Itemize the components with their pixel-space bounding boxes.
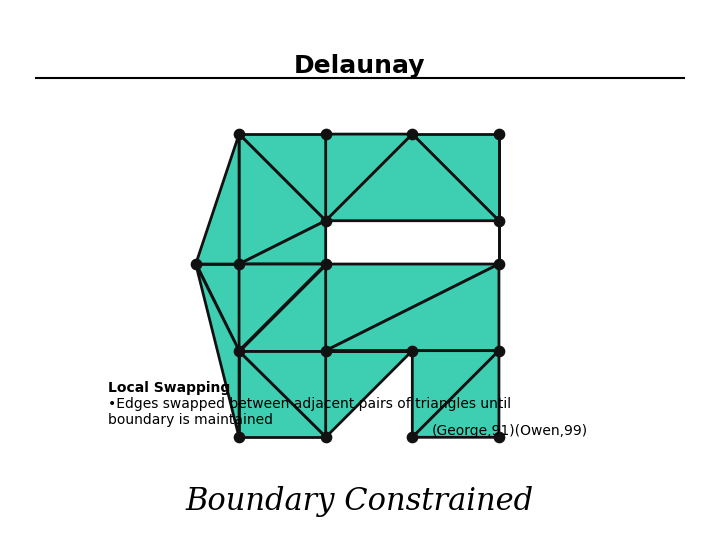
Point (493, 346, 505, 355)
Text: (George,91)(Owen,99): (George,91)(Owen,99) (432, 424, 588, 438)
Point (407, 433, 418, 442)
Point (407, 346, 418, 355)
Text: Delaunay: Delaunay (294, 54, 426, 78)
Point (493, 130, 505, 138)
Text: •Edges swapped between adjacent pairs of triangles until
boundary is maintained: •Edges swapped between adjacent pairs of… (108, 397, 511, 427)
Point (407, 130, 418, 138)
Point (320, 433, 331, 442)
Point (493, 217, 505, 225)
Point (233, 433, 245, 442)
Point (320, 217, 331, 225)
Point (320, 346, 331, 355)
Text: Boundary Constrained: Boundary Constrained (186, 486, 534, 517)
Point (493, 260, 505, 268)
Point (493, 433, 505, 442)
Point (233, 260, 245, 268)
Point (190, 260, 202, 268)
Point (233, 346, 245, 355)
Point (320, 260, 331, 268)
Text: Local Swapping: Local Swapping (108, 381, 230, 395)
Point (320, 130, 331, 138)
Point (233, 130, 245, 138)
